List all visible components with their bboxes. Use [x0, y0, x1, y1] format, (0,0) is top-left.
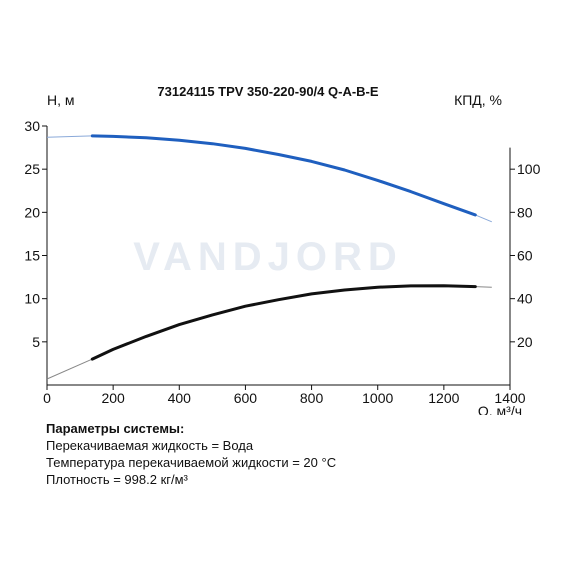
param-liquid: Перекачиваемая жидкость = Вода [46, 438, 254, 453]
x-tick-label: 200 [101, 390, 125, 406]
x-axis-title: Q, м³/ч [478, 403, 522, 415]
tick-labels: 0 200 400 600 800 1000 1200 1400 5 10 15 20 25 30 20 40… [24, 118, 540, 406]
y-right-tick-label: 60 [517, 248, 533, 264]
y-left-tick-label: 10 [24, 291, 40, 307]
param-density: Плотность = 998.2 кг/м³ [46, 472, 188, 487]
x-tick-label: 1400 [494, 390, 525, 406]
x-tick-label: 0 [43, 390, 51, 406]
y-right-tick-label: 20 [517, 334, 533, 350]
y-right-tick-label: 100 [517, 161, 541, 177]
curves [46, 134, 492, 380]
y-left-tick-label: 5 [32, 334, 40, 350]
y-left-tick-label: 20 [24, 204, 40, 220]
x-tick-label: 1000 [362, 390, 393, 406]
y-right-axis-title: КПД, % [454, 92, 502, 108]
x-tick-label: 400 [168, 390, 192, 406]
head-curve [90, 134, 477, 217]
y-right-tick-label: 40 [517, 291, 533, 307]
x-tick-label: 800 [300, 390, 324, 406]
system-parameters: Параметры системы: Перекачиваемая жидкос… [46, 420, 336, 488]
y-left-tick-label: 25 [24, 161, 40, 177]
y-left-tick-label: 15 [24, 248, 40, 264]
efficiency-curve [90, 284, 477, 361]
param-temperature: Температура перекачиваемой жидкости = 20… [46, 455, 337, 470]
chart-title: 73124115 TPV 350-220-90/4 Q-A-B-E [157, 84, 378, 99]
params-header: Параметры системы: [46, 421, 185, 436]
watermark-logo: VANDJORD [133, 235, 403, 279]
head-curve-extension-end [475, 214, 492, 223]
y-right-tick-label: 80 [517, 204, 533, 220]
axes [42, 125, 515, 390]
efficiency-curve-extension-start [46, 358, 93, 380]
head-curve-extension-start [46, 135, 93, 138]
efficiency-curve-extension-end [475, 286, 492, 288]
x-tick-label: 1200 [428, 390, 459, 406]
pump-performance-chart: VANDJORD 73124115 TPV 350-220-90/4 Q-A-B… [24, 84, 540, 415]
x-tick-label: 600 [234, 390, 258, 406]
y-left-axis-title: H, м [47, 92, 75, 108]
y-left-tick-label: 30 [24, 118, 40, 134]
